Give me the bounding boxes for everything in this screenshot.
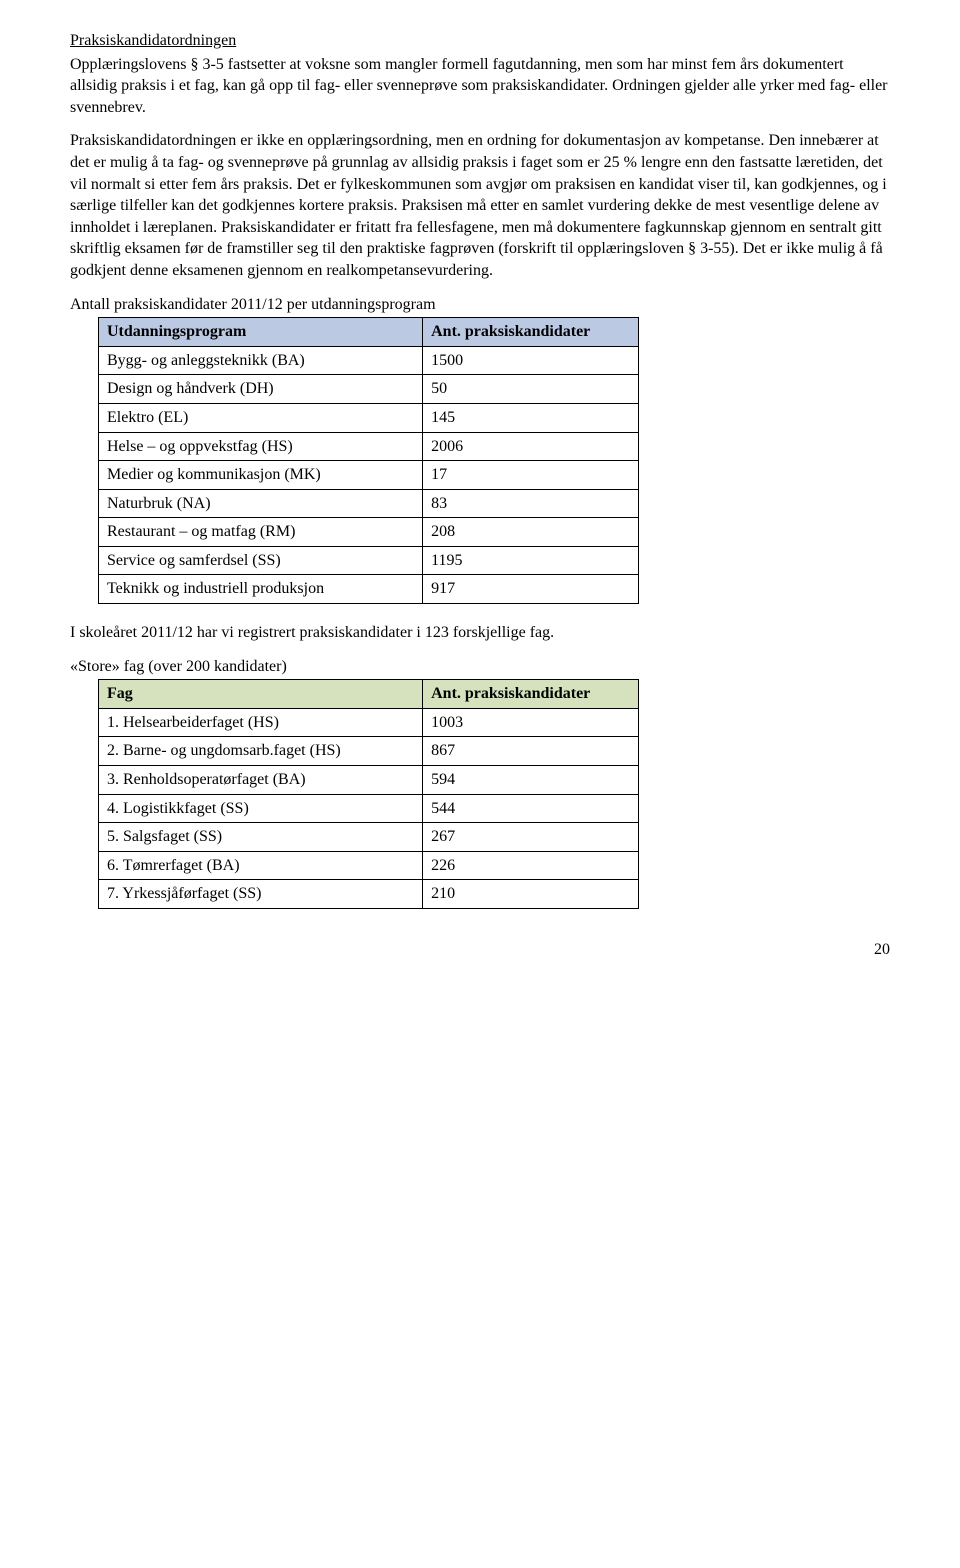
- row-value: 226: [423, 851, 639, 880]
- row-value: 83: [423, 489, 639, 518]
- row-value: 1500: [423, 346, 639, 375]
- row-label: Naturbruk (NA): [99, 489, 423, 518]
- row-label: Teknikk og industriell produksjon: [99, 575, 423, 604]
- row-label: 3. Renholdsoperatørfaget (BA): [99, 766, 423, 795]
- table-row: Elektro (EL)145: [99, 403, 639, 432]
- paragraph-1: Opplæringslovens § 3-5 fastsetter at vok…: [70, 54, 890, 119]
- table-row: Teknikk og industriell produksjon917: [99, 575, 639, 604]
- table-utdanningsprogram: Utdanningsprogram Ant. praksiskandidater…: [98, 317, 639, 604]
- row-label: Service og samferdsel (SS): [99, 546, 423, 575]
- row-value: 917: [423, 575, 639, 604]
- row-value: 208: [423, 518, 639, 547]
- row-value: 867: [423, 737, 639, 766]
- table-row: 6. Tømrerfaget (BA)226: [99, 851, 639, 880]
- row-value: 594: [423, 766, 639, 795]
- table-row: Bygg- og anleggsteknikk (BA)1500: [99, 346, 639, 375]
- table2-title: «Store» fag (over 200 kandidater): [70, 656, 890, 678]
- table2-header-col1: Fag: [99, 680, 423, 709]
- row-value: 544: [423, 794, 639, 823]
- paragraph-2: Praksiskandidatordningen er ikke en oppl…: [70, 130, 890, 281]
- table1-header-col2: Ant. praksiskandidater: [423, 318, 639, 347]
- row-value: 1195: [423, 546, 639, 575]
- row-label: Medier og kommunikasjon (MK): [99, 461, 423, 490]
- row-value: 145: [423, 403, 639, 432]
- row-label: 4. Logistikkfaget (SS): [99, 794, 423, 823]
- row-value: 1003: [423, 708, 639, 737]
- row-label: 7. Yrkessjåførfaget (SS): [99, 880, 423, 909]
- table-row: Service og samferdsel (SS)1195: [99, 546, 639, 575]
- section-heading: Praksiskandidatordningen: [70, 30, 890, 52]
- table-store-fag: Fag Ant. praksiskandidater 1. Helsearbei…: [98, 679, 639, 909]
- table-row: Helse – og oppvekstfag (HS)2006: [99, 432, 639, 461]
- table-row: Design og håndverk (DH)50: [99, 375, 639, 404]
- table2-header-col2: Ant. praksiskandidater: [423, 680, 639, 709]
- table-row: 5. Salgsfaget (SS)267: [99, 823, 639, 852]
- row-value: 2006: [423, 432, 639, 461]
- row-label: Bygg- og anleggsteknikk (BA): [99, 346, 423, 375]
- table-row: 3. Renholdsoperatørfaget (BA)594: [99, 766, 639, 795]
- row-value: 50: [423, 375, 639, 404]
- table-row: Naturbruk (NA)83: [99, 489, 639, 518]
- row-label: 5. Salgsfaget (SS): [99, 823, 423, 852]
- table-row: Medier og kommunikasjon (MK)17: [99, 461, 639, 490]
- row-label: 2. Barne- og ungdomsarb.faget (HS): [99, 737, 423, 766]
- table1-header-col1: Utdanningsprogram: [99, 318, 423, 347]
- row-label: 6. Tømrerfaget (BA): [99, 851, 423, 880]
- table-row: 2. Barne- og ungdomsarb.faget (HS)867: [99, 737, 639, 766]
- row-label: Elektro (EL): [99, 403, 423, 432]
- row-value: 267: [423, 823, 639, 852]
- table-row: 1. Helsearbeiderfaget (HS)1003: [99, 708, 639, 737]
- row-value: 210: [423, 880, 639, 909]
- table-row: 7. Yrkessjåførfaget (SS)210: [99, 880, 639, 909]
- row-label: Restaurant – og matfag (RM): [99, 518, 423, 547]
- row-label: Helse – og oppvekstfag (HS): [99, 432, 423, 461]
- table1-title: Antall praksiskandidater 2011/12 per utd…: [70, 294, 890, 316]
- row-label: 1. Helsearbeiderfaget (HS): [99, 708, 423, 737]
- table-row: Restaurant – og matfag (RM)208: [99, 518, 639, 547]
- row-value: 17: [423, 461, 639, 490]
- mid-paragraph: I skoleåret 2011/12 har vi registrert pr…: [70, 622, 890, 644]
- table-row: 4. Logistikkfaget (SS)544: [99, 794, 639, 823]
- page-number: 20: [70, 939, 890, 961]
- row-label: Design og håndverk (DH): [99, 375, 423, 404]
